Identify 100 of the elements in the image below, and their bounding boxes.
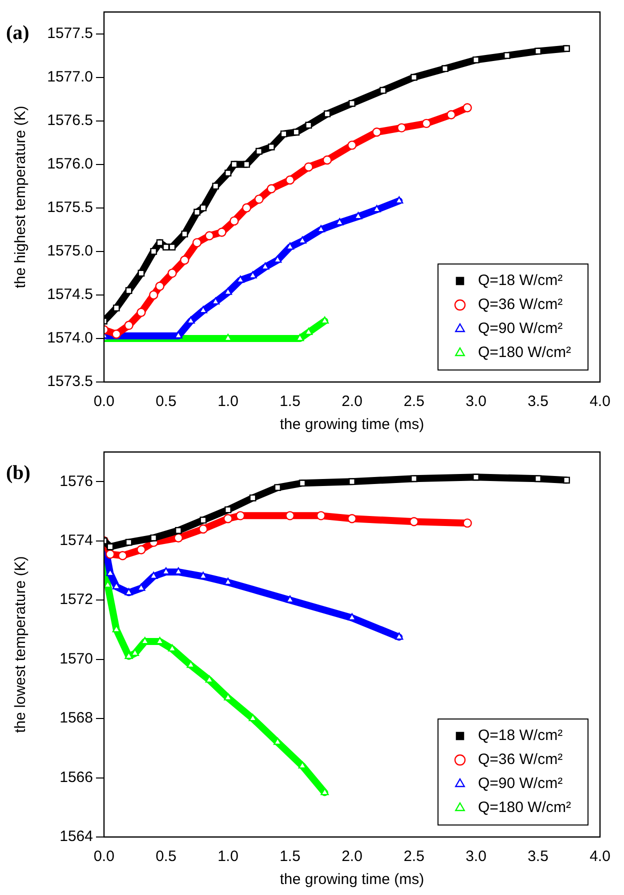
point [446,110,456,120]
y-tick-label: 1570 [60,650,93,668]
point [194,208,200,216]
y-tick-label: 1576.0 [47,155,93,172]
point [168,268,177,278]
x-tick-label: 1.0 [218,848,238,866]
point [563,476,570,484]
x-tick-label: 4.0 [590,848,610,866]
y-tick-label: 1575.5 [47,199,93,216]
point [305,122,312,129]
point [285,511,295,520]
y-tick-label: 1575.0 [47,242,93,260]
y-tick-label: 1576.5 [47,112,93,129]
point [118,551,128,560]
x-tick-label: 3.5 [528,393,548,410]
point [200,204,207,212]
x-tick-label: 0.0 [94,393,114,410]
point [162,244,170,250]
x-tick-label: 2.5 [404,393,424,410]
y-tick-label: 1574.0 [47,330,93,347]
x-tick-label: 1.0 [218,393,238,410]
point [462,518,472,528]
point [304,162,314,172]
y-tick-label: 1577.5 [47,24,93,42]
x-tick-label: 0.5 [156,848,176,866]
point [181,230,188,238]
point [348,478,356,486]
legend-label: Q=18 W/cm² [478,727,563,744]
point [504,52,510,59]
x-tick-label: 2.0 [342,848,362,866]
point [563,45,570,52]
x-tick-label: 4.0 [590,393,610,410]
text: (b) [6,462,30,484]
point [125,538,132,546]
y-tick-label: 1564 [60,828,93,846]
x-tick-label: 2.5 [404,848,424,866]
point [174,527,182,534]
y-tick-label: 1576 [60,472,93,490]
point [274,484,282,491]
point [472,474,480,481]
point [285,175,295,185]
point [112,304,120,312]
point [155,282,164,291]
y-tick-label: 1574 [60,532,93,549]
point [124,588,133,596]
point [322,155,332,165]
point [268,144,275,150]
point [316,511,326,520]
point [204,231,214,240]
y-tick-label: 1577.0 [47,68,93,86]
legend-label: Q=90 W/cm² [478,775,563,792]
point [224,506,232,514]
y-axis-title: the lowest temperature (K) [12,556,30,733]
point [200,516,207,524]
legend-label: Q=36 W/cm² [478,296,563,314]
text: (a) [6,22,30,44]
point [180,256,190,265]
point [106,550,115,559]
point [150,248,158,255]
x-tick-label: 3.5 [528,848,548,866]
point [149,290,158,300]
point [230,216,239,226]
point [534,48,542,55]
point [242,203,252,212]
y-tick-label: 1573.5 [47,373,93,390]
point [422,118,431,128]
legend-label: Q=180 W/cm² [478,344,571,362]
point [125,287,132,294]
legend-label: Q=90 W/cm² [478,320,563,338]
point [236,511,245,520]
point [217,228,226,237]
point [223,514,233,524]
point [136,308,146,317]
point [112,330,121,339]
x-tick-label: 3.0 [466,848,486,866]
point [168,244,176,250]
point [534,475,542,482]
y-axis-title: the highest temperature (K) [12,106,30,288]
point [347,140,357,150]
point [256,148,262,155]
point [324,110,331,118]
point [124,320,134,330]
x-tick-label: 2.0 [342,393,362,410]
point [472,56,480,64]
point [136,545,146,554]
x-tick-label: 1.5 [280,848,300,866]
point [280,130,288,138]
point [212,182,220,190]
point [224,170,232,176]
point [380,86,386,94]
x-tick-label: 1.5 [280,393,300,410]
x-axis-title: the growing time (ms) [280,871,424,888]
x-tick-label: 0.0 [94,848,114,866]
point [409,516,419,526]
point [462,103,472,112]
point [292,128,300,136]
point [372,128,382,137]
point [395,632,404,640]
point [348,100,356,107]
legend-label: Q=180 W/cm² [478,799,571,816]
